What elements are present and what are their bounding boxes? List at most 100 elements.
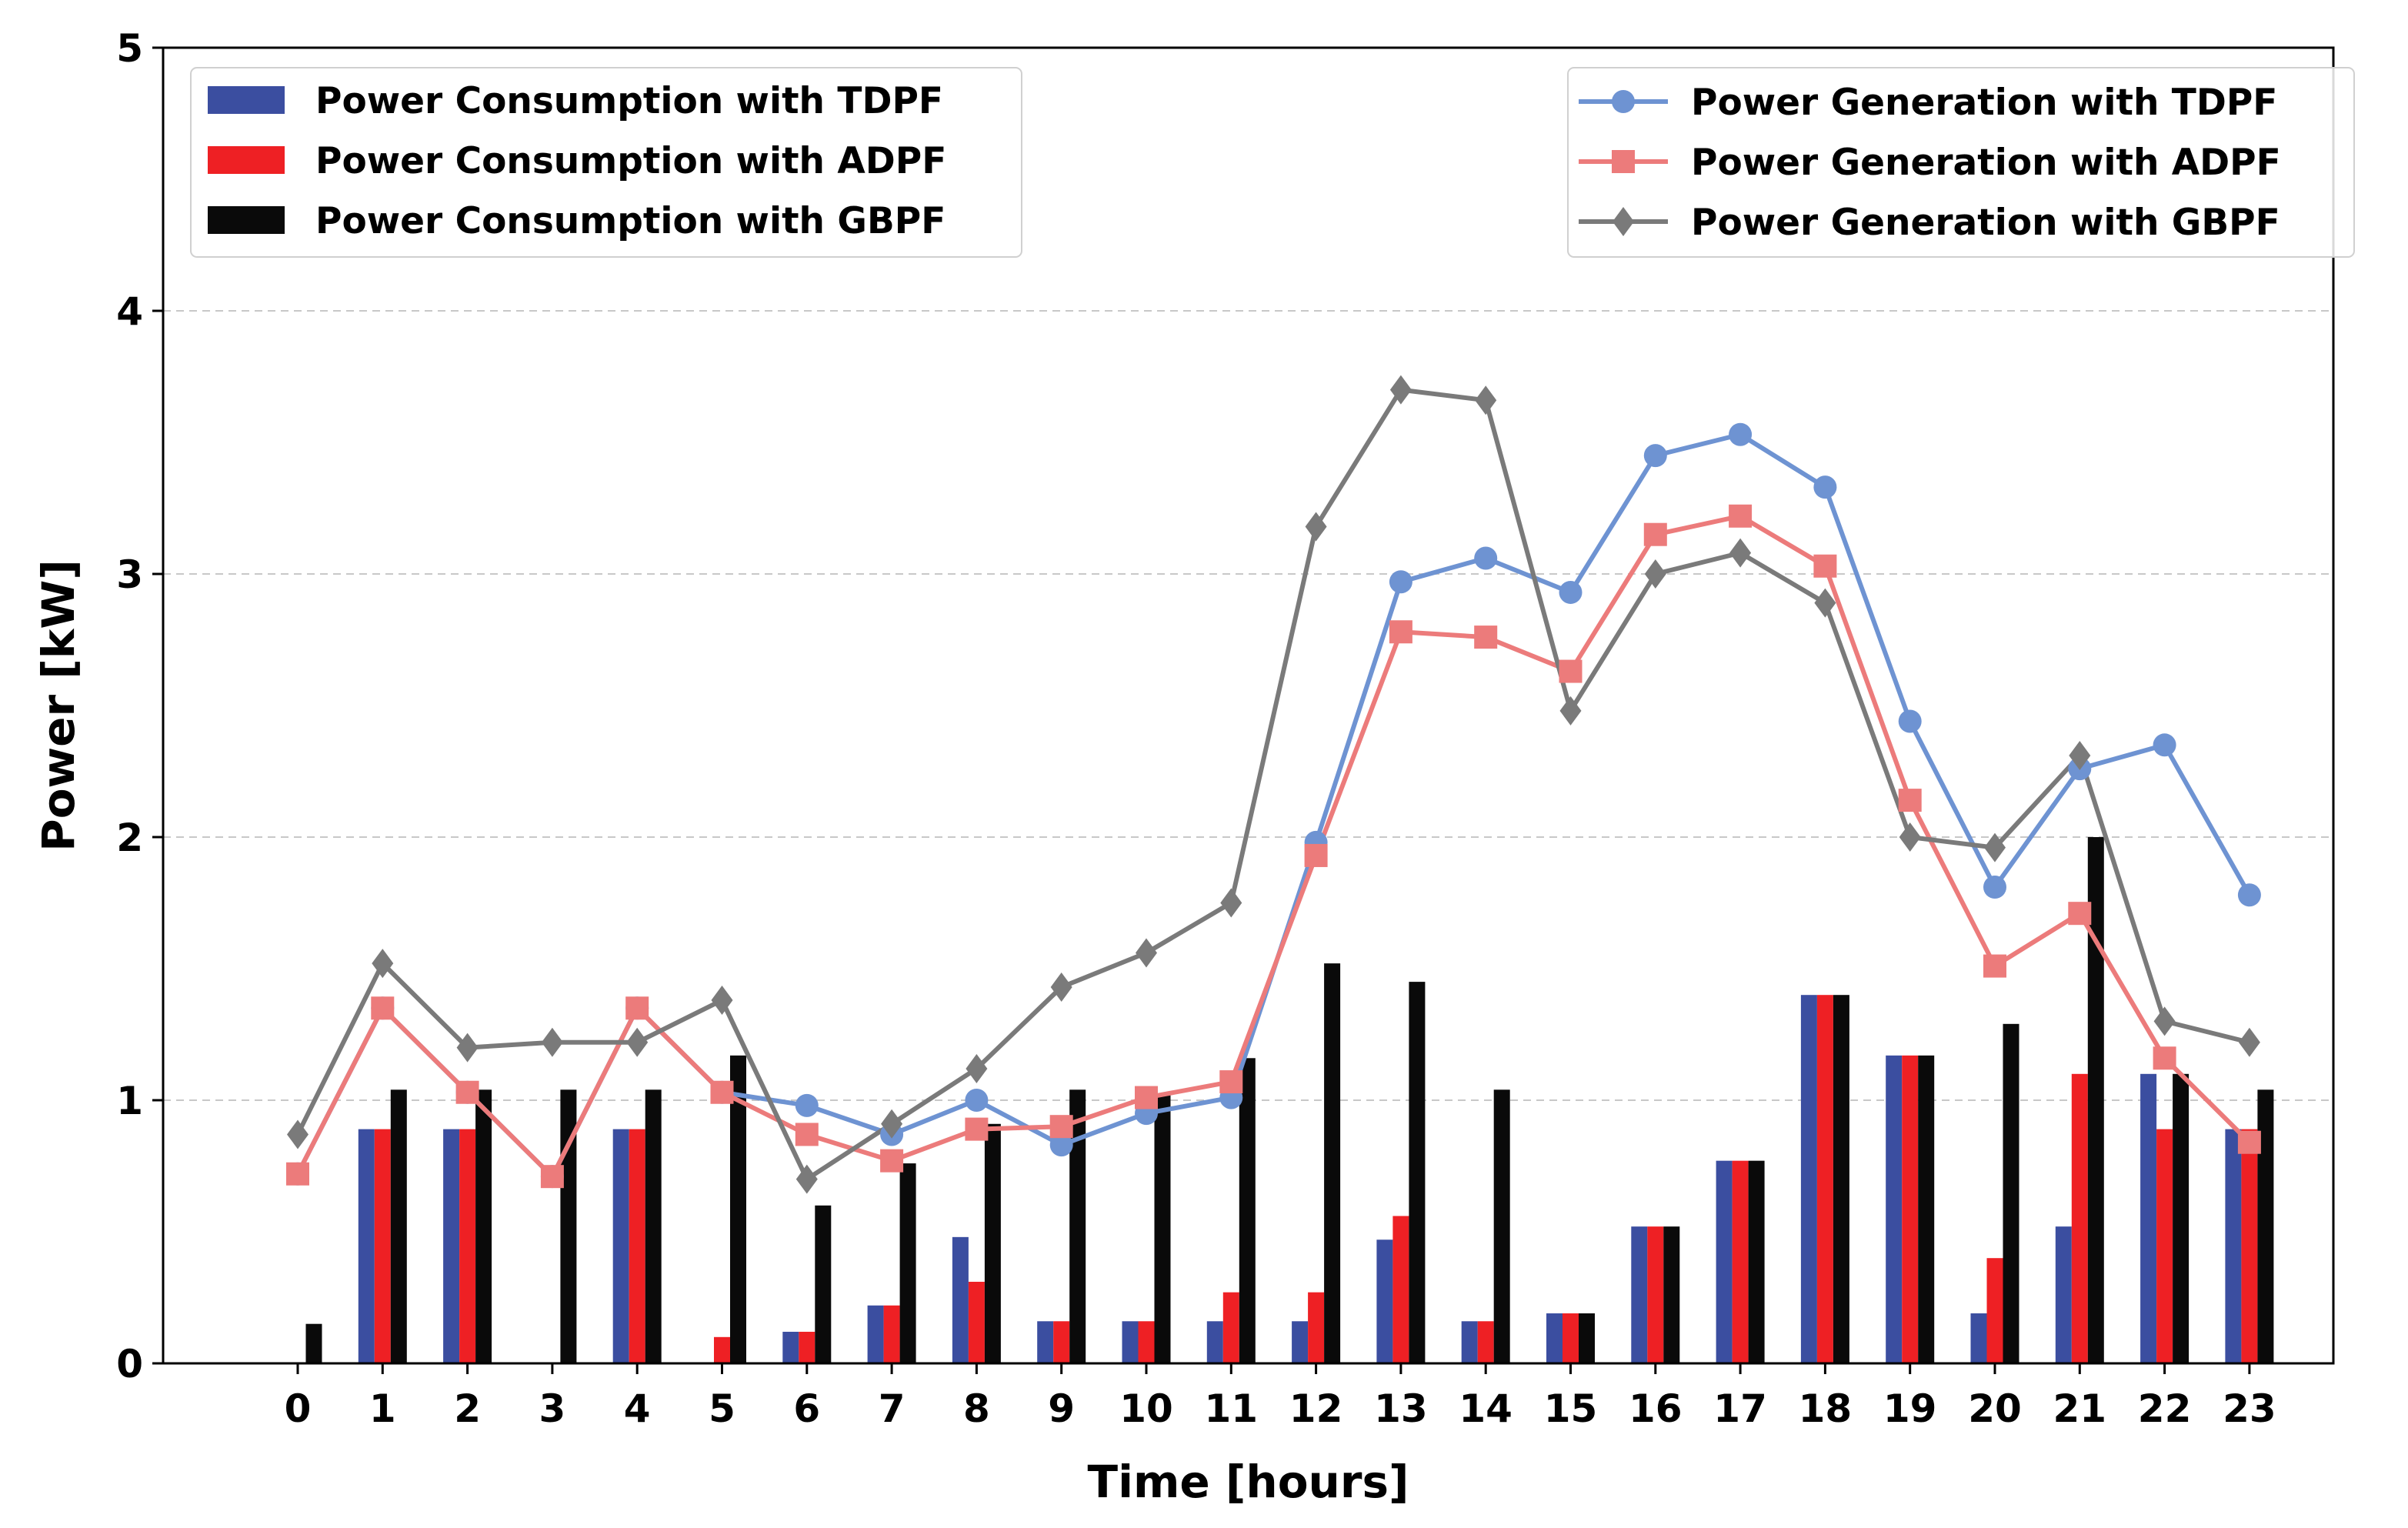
bar-3-22 (2173, 1073, 2190, 1363)
bar-3-11 (1239, 1058, 1256, 1363)
marker-3-7 (881, 1109, 903, 1139)
bar-3-23 (2257, 1089, 2274, 1363)
marker-1-19 (1898, 709, 1922, 733)
marker-3-3 (541, 1027, 563, 1057)
legend-label: Power Consumption with ADPF (315, 140, 946, 182)
marker-1-6 (795, 1093, 819, 1117)
bar-3-7 (899, 1163, 916, 1363)
marker-2-17 (1729, 504, 1753, 528)
marker-2-0 (286, 1162, 309, 1186)
marker-1-9 (1049, 1133, 1073, 1157)
marker-2-7 (880, 1149, 904, 1173)
legend-swatch (208, 146, 285, 174)
bar-3-0 (305, 1323, 322, 1363)
marker-2-13 (1389, 620, 1412, 644)
marker-2-8 (965, 1117, 989, 1141)
x-tick-label: 19 (1883, 1386, 1937, 1431)
x-tick-label: 23 (2223, 1386, 2276, 1431)
bar-1-8 (952, 1236, 969, 1363)
marker-2-6 (795, 1123, 819, 1146)
marker-2-23 (2237, 1130, 2261, 1154)
marker-2-15 (1559, 659, 1583, 683)
marker-1-20 (1983, 875, 2006, 899)
marker-1-15 (1559, 580, 1583, 604)
legend-label: Power Generation with GBPF (1691, 202, 2280, 244)
legend-box (1567, 67, 2355, 258)
x-axis-title: Time [hours] (1088, 1456, 1409, 1508)
bar-2-11 (1222, 1292, 1239, 1363)
legend-label: Power Consumption with GBPF (315, 200, 946, 242)
legend-label: Power Generation with ADPF (1691, 142, 2281, 184)
marker-3-5 (711, 986, 733, 1016)
legend-marker (1612, 150, 1635, 173)
y-tick-label: 4 (116, 289, 143, 334)
bar-1-21 (2055, 1226, 2072, 1363)
marker-2-1 (371, 996, 395, 1020)
marker-2-12 (1304, 843, 1328, 867)
marker-3-14 (1475, 385, 1497, 415)
bar-3-1 (390, 1089, 407, 1363)
bar-3-2 (475, 1089, 492, 1363)
marker-3-10 (1136, 938, 1157, 968)
bar-2-14 (1477, 1321, 1494, 1363)
x-tick-label: 2 (454, 1386, 481, 1431)
bar-3-15 (1579, 1313, 1595, 1363)
x-tick-label: 3 (539, 1386, 566, 1431)
marker-2-4 (625, 996, 649, 1020)
x-tick-label: 15 (1544, 1386, 1598, 1431)
bar-3-19 (1918, 1055, 1935, 1363)
marker-3-19 (1899, 822, 1921, 852)
marker-3-20 (1984, 832, 2006, 862)
bar-2-22 (2156, 1129, 2173, 1363)
marker-2-16 (1643, 522, 1667, 546)
x-tick-label: 8 (963, 1386, 990, 1431)
line-series-3 (295, 387, 2250, 1182)
marker-3-9 (1050, 972, 1072, 1002)
bar-1-23 (2225, 1129, 2242, 1363)
x-tick-label: 16 (1629, 1386, 1683, 1431)
x-tick-label: 17 (1713, 1386, 1767, 1431)
marker-1-16 (1643, 444, 1667, 468)
marker-2-14 (1474, 626, 1498, 649)
bar-1-12 (1292, 1321, 1309, 1363)
bar-3-6 (815, 1205, 832, 1363)
marker-3-8 (966, 1053, 988, 1083)
bar-2-8 (968, 1281, 985, 1363)
marker-3-11 (1220, 888, 1242, 918)
marker-3-13 (1389, 375, 1412, 405)
bar-1-11 (1206, 1321, 1223, 1363)
x-tick-label: 21 (2053, 1386, 2107, 1431)
bar-2-2 (459, 1129, 476, 1363)
bar-3-10 (1154, 1095, 1171, 1363)
bar-3-4 (645, 1089, 662, 1363)
x-tick-label: 18 (1799, 1386, 1853, 1431)
legend-marker (1613, 207, 1634, 236)
plot-frame (162, 46, 2335, 1365)
bar-3-13 (1409, 982, 1426, 1363)
bar-3-3 (560, 1089, 577, 1363)
line-series-2 (295, 513, 2252, 1179)
marker-1-17 (1729, 422, 1753, 446)
marker-3-1 (372, 949, 394, 979)
marker-2-10 (1135, 1086, 1158, 1109)
x-tick-label: 20 (1968, 1386, 2022, 1431)
bar-1-19 (1886, 1055, 1903, 1363)
legend-consumption: Power Consumption with TDPF Power Consump… (190, 67, 1022, 258)
bar-3-9 (1069, 1089, 1086, 1363)
marker-2-19 (1898, 789, 1922, 812)
x-tick-label: 5 (709, 1386, 735, 1431)
bar-1-14 (1461, 1321, 1478, 1363)
bars (305, 837, 2274, 1363)
bar-2-15 (1563, 1313, 1579, 1363)
x-tick-label: 11 (1205, 1386, 1259, 1431)
marker-1-13 (1389, 570, 1412, 594)
marker-3-12 (1305, 512, 1327, 542)
bar-2-21 (2071, 1073, 2088, 1363)
bar-2-9 (1053, 1321, 1070, 1363)
marker-3-0 (287, 1119, 309, 1149)
marker-3-6 (795, 1164, 818, 1194)
x-tick-label: 6 (793, 1386, 820, 1431)
marker-1-14 (1474, 546, 1498, 570)
legend-marker (1612, 90, 1635, 113)
